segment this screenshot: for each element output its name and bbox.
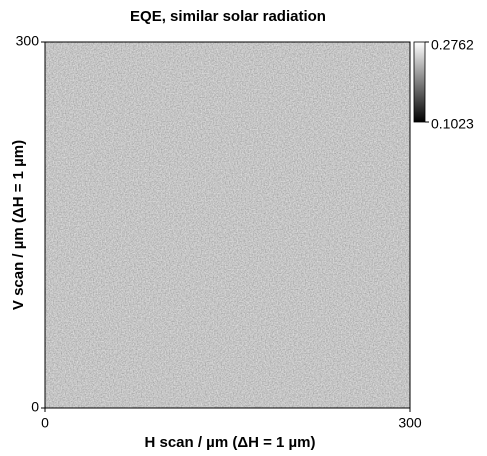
colorbar-tick-label: 0.2762	[431, 37, 474, 53]
x-tick-label: 300	[398, 415, 422, 431]
x-axis-label: H scan / µm (ΔH = 1 µm)	[144, 434, 315, 451]
x-tick-label: 0	[41, 415, 49, 431]
y-axis-label: V scan / µm (ΔH = 1 µm)	[10, 140, 27, 310]
y-tick-label: 0	[31, 399, 39, 415]
colorbar	[413, 41, 426, 123]
colorbar-tick-label: 0.1023	[431, 116, 474, 132]
scan-image	[45, 42, 410, 408]
chart-title: EQE, similar solar radiation	[130, 8, 326, 25]
y-tick-label: 300	[16, 33, 40, 49]
plot-frame	[44, 41, 411, 409]
